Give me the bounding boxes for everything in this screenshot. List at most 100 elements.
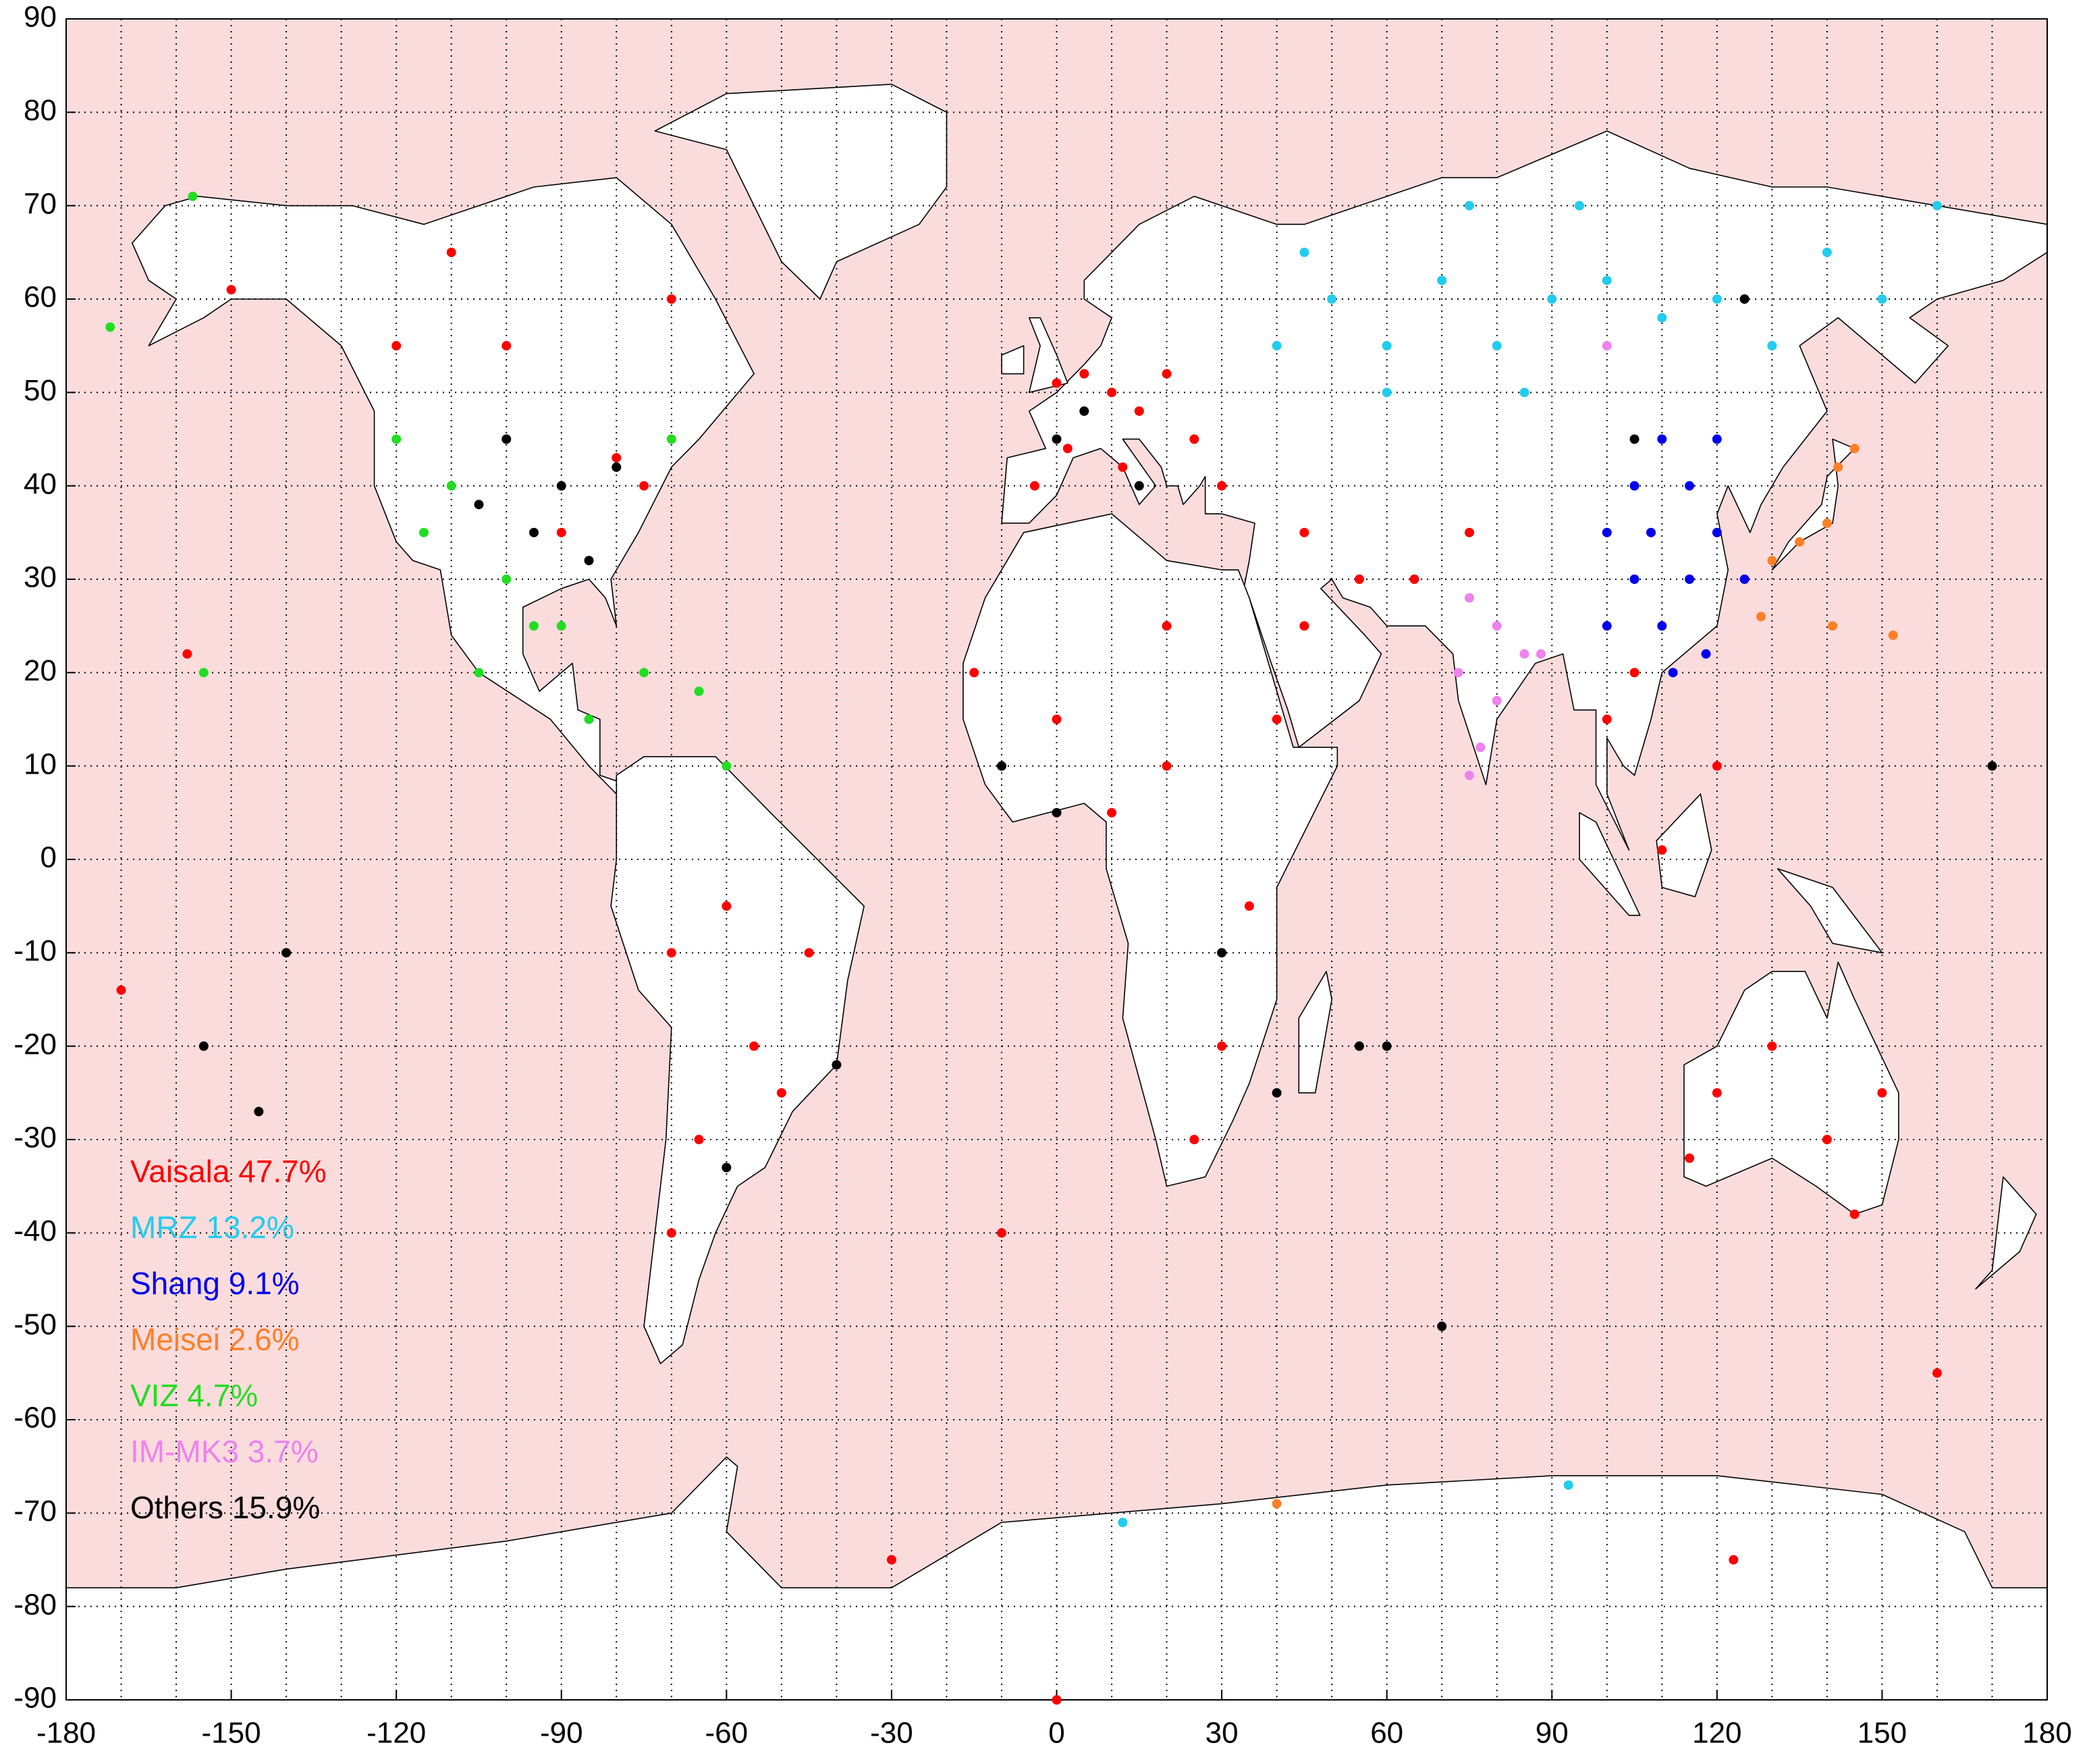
station <box>1712 434 1722 444</box>
station <box>1657 434 1667 444</box>
x-tick-label: 30 <box>1205 1717 1239 1750</box>
station <box>1646 527 1656 537</box>
station <box>1453 668 1463 678</box>
station <box>1217 481 1227 491</box>
x-tick-label: 60 <box>1370 1717 1403 1750</box>
station <box>1118 462 1128 472</box>
y-tick-label: -40 <box>13 1214 57 1248</box>
station <box>1162 369 1172 379</box>
station <box>1712 761 1722 771</box>
station <box>1437 1321 1447 1331</box>
station <box>804 948 814 958</box>
x-tick-label: 120 <box>1692 1717 1741 1750</box>
station <box>1217 948 1227 958</box>
station <box>694 687 704 696</box>
station <box>226 285 236 295</box>
station <box>666 434 676 444</box>
station <box>1536 649 1546 659</box>
station <box>1464 527 1474 537</box>
station <box>105 322 115 332</box>
legend-entry: Meisei 2.6% <box>130 1322 300 1357</box>
station <box>1629 668 1639 678</box>
legend-entry: MRZ 13.2% <box>130 1210 294 1245</box>
station <box>502 574 512 584</box>
station <box>832 1060 842 1070</box>
station <box>1822 247 1832 257</box>
station <box>1327 294 1337 304</box>
australia <box>1684 962 1899 1214</box>
station <box>776 1088 786 1098</box>
station <box>391 341 402 351</box>
station <box>1062 444 1073 454</box>
station <box>1272 1499 1282 1509</box>
station <box>1029 481 1039 491</box>
y-tick-label: -70 <box>13 1495 57 1528</box>
ireland <box>1002 346 1024 373</box>
station <box>1519 387 1529 398</box>
station <box>1134 481 1144 491</box>
station <box>556 527 566 537</box>
station <box>722 901 732 911</box>
x-tick-label: -30 <box>870 1717 913 1750</box>
station <box>1354 1041 1364 1051</box>
station <box>1767 556 1777 566</box>
legend-entry: VIZ 4.7% <box>130 1378 258 1413</box>
station <box>1492 621 1502 631</box>
station <box>1563 1480 1573 1490</box>
station <box>1162 621 1172 631</box>
station <box>1134 406 1144 416</box>
y-tick-label: -50 <box>13 1308 57 1341</box>
y-tick-label: 80 <box>24 94 57 127</box>
station <box>1668 668 1678 678</box>
station <box>1602 527 1612 537</box>
station <box>1932 1368 1942 1378</box>
station <box>1354 574 1364 584</box>
station <box>1052 1695 1062 1705</box>
legend-entry: IM-MK3 3.7% <box>130 1434 319 1469</box>
station <box>1685 574 1695 584</box>
station <box>1409 574 1419 584</box>
y-tick-label: 20 <box>24 654 57 687</box>
y-tick-label: 30 <box>24 561 57 594</box>
station <box>1547 294 1557 304</box>
station <box>1492 695 1502 705</box>
station <box>1729 1555 1739 1565</box>
station <box>1519 649 1529 659</box>
station <box>116 985 126 995</box>
x-tick-label: 150 <box>1858 1717 1907 1750</box>
station <box>528 621 539 631</box>
eurasia <box>1002 131 2047 850</box>
station <box>254 1106 264 1117</box>
y-tick-label: 60 <box>24 281 57 314</box>
borneo <box>1656 794 1712 897</box>
x-tick-label: 180 <box>2022 1717 2071 1750</box>
x-tick-label: 0 <box>1048 1717 1064 1750</box>
station <box>1107 807 1117 818</box>
station <box>1118 1518 1128 1528</box>
station <box>1299 247 1309 257</box>
x-tick-label: -60 <box>705 1717 749 1750</box>
station <box>1629 434 1639 444</box>
x-tick-label: 90 <box>1536 1717 1569 1750</box>
y-tick-label: 50 <box>24 374 57 407</box>
x-tick-label: -120 <box>367 1717 426 1750</box>
madagascar <box>1299 971 1332 1093</box>
station <box>1657 845 1667 855</box>
y-tick-label: 0 <box>40 841 57 874</box>
station <box>474 668 484 678</box>
south-america <box>611 757 864 1364</box>
station <box>1629 574 1639 584</box>
station <box>1162 761 1172 771</box>
station <box>1712 1088 1722 1098</box>
station <box>1685 1153 1695 1163</box>
y-tick-label: -30 <box>13 1121 57 1154</box>
station <box>1052 714 1062 724</box>
station <box>666 294 676 304</box>
station <box>1849 444 1860 454</box>
x-tick-label: -180 <box>36 1717 96 1750</box>
station <box>1079 406 1089 416</box>
station <box>1464 201 1474 211</box>
station <box>502 434 512 444</box>
y-tick-label: 70 <box>24 187 57 220</box>
